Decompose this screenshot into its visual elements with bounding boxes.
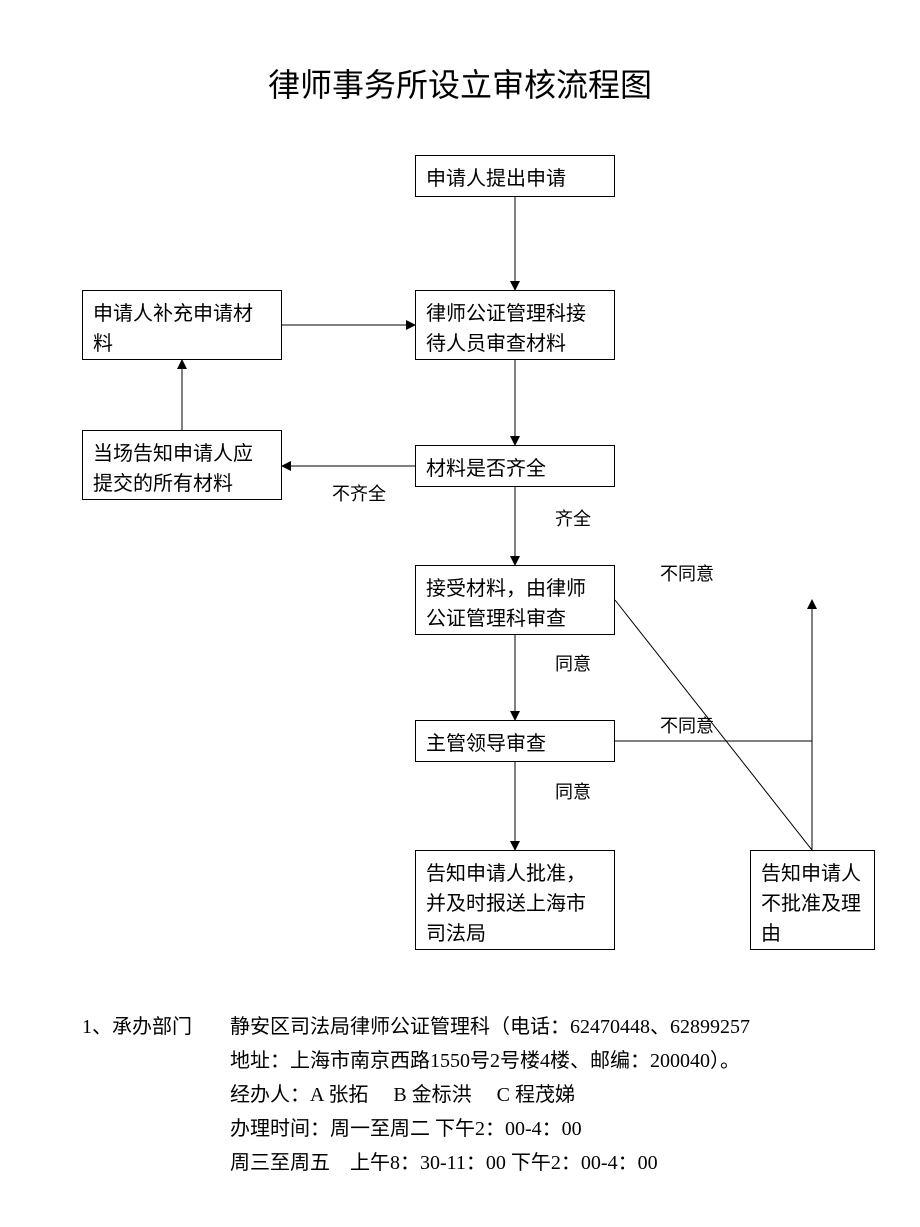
node-reject-notify: 告知申请人不批准及理由 bbox=[750, 850, 875, 950]
node-inform-materials: 当场告知申请人应提交的所有材料 bbox=[82, 430, 282, 500]
label-disagree-2: 不同意 bbox=[660, 712, 714, 738]
footer-line: 地址：上海市南京西路1550号2号楼4楼、邮编：200040）。 bbox=[230, 1044, 750, 1078]
page-title: 律师事务所设立审核流程图 bbox=[0, 60, 920, 106]
footer-line: 经办人：A 张拓 B 金标洪 C 程茂娣 bbox=[230, 1078, 750, 1112]
label-incomplete: 不齐全 bbox=[332, 480, 386, 506]
node-leader-review: 主管领导审查 bbox=[415, 720, 615, 762]
label-agree-1: 同意 bbox=[555, 650, 591, 676]
node-receive-review: 律师公证管理科接待人员审查材料 bbox=[415, 290, 615, 360]
node-check-complete: 材料是否齐全 bbox=[415, 445, 615, 487]
footer-line: 办理时间：周一至周二 下午2：00-4：00 bbox=[230, 1112, 750, 1146]
label-complete: 齐全 bbox=[555, 505, 591, 531]
footer-line: 周三至周五 上午8：30-11：00 下午2：00-4：00 bbox=[230, 1146, 750, 1180]
node-apply: 申请人提出申请 bbox=[415, 155, 615, 197]
label-disagree-1: 不同意 bbox=[660, 560, 714, 586]
node-accept-review: 接受材料，由律师公证管理科审查 bbox=[415, 565, 615, 635]
footer-label: 1、承办部门 bbox=[82, 1010, 192, 1039]
footer-line: 静安区司法局律师公证管理科（电话：62470448、62899257 bbox=[230, 1010, 750, 1044]
label-agree-2: 同意 bbox=[555, 778, 591, 804]
footer-body: 静安区司法局律师公证管理科（电话：62470448、62899257地址：上海市… bbox=[230, 1010, 750, 1180]
node-supplement: 申请人补充申请材料 bbox=[82, 290, 282, 360]
node-approve-notify: 告知申请人批准，并及时报送上海市司法局 bbox=[415, 850, 615, 950]
